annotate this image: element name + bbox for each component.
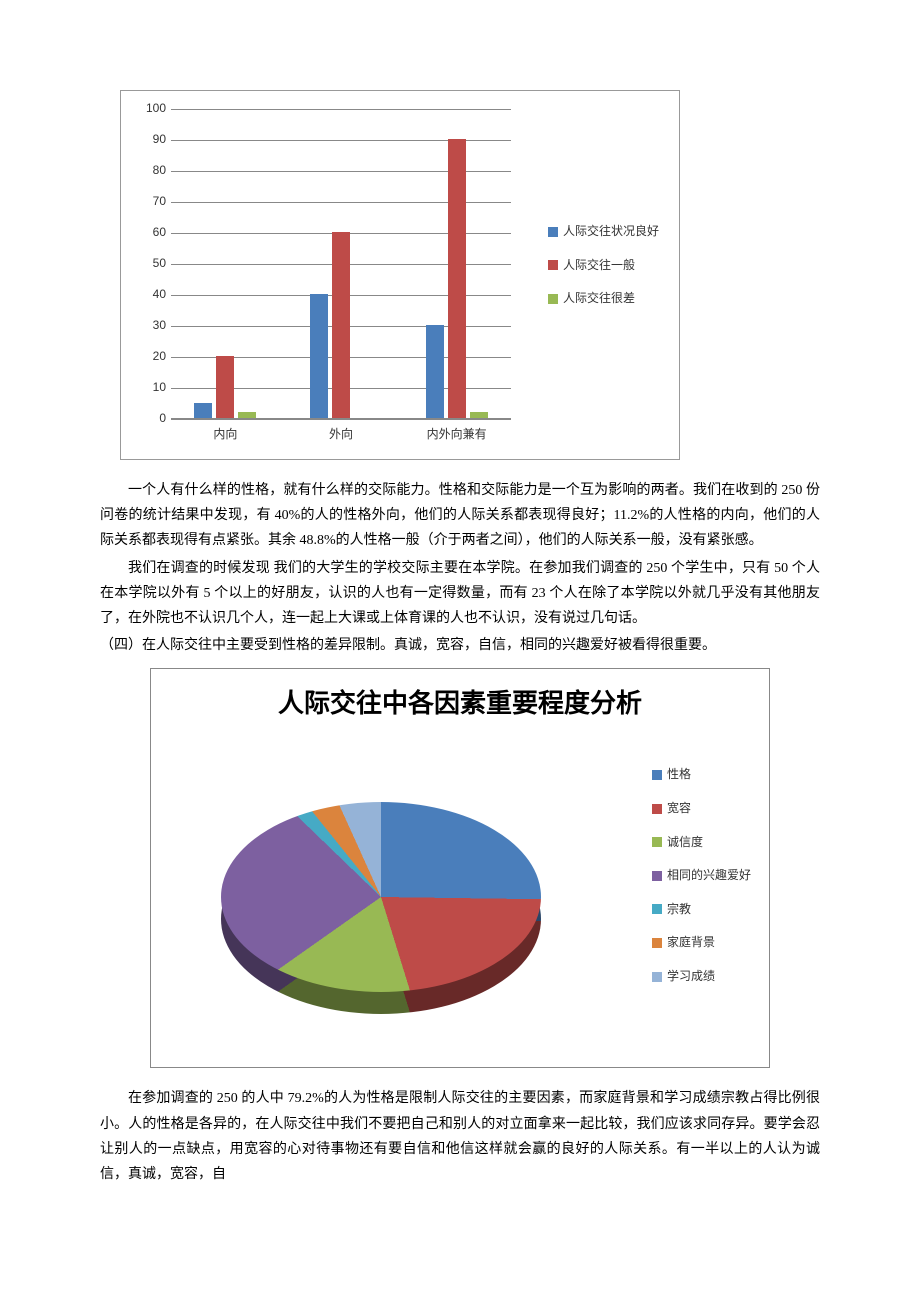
legend-item: 诚信度	[652, 832, 751, 854]
paragraph-2: 我们在调查的时候发现 我们的大学生的学校交际主要在本学院。在参加我们调查的 25…	[100, 556, 820, 632]
bar	[310, 294, 328, 418]
paragraph-1: 一个人有什么样的性格，就有什么样的交际能力。性格和交际能力是一个互为影响的两者。…	[100, 478, 820, 554]
legend-swatch	[548, 260, 558, 270]
legend-label: 人际交往很差	[563, 288, 635, 310]
legend-swatch	[652, 904, 662, 914]
y-axis-tick: 100	[136, 98, 166, 120]
bar-group	[417, 139, 497, 418]
legend-label: 宽容	[667, 798, 691, 820]
y-axis-tick: 20	[136, 346, 166, 368]
pie-chart-legend: 性格宽容诚信度相同的兴趣爱好宗教家庭背景学习成绩	[652, 764, 751, 999]
legend-label: 人际交往一般	[563, 255, 635, 277]
legend-label: 相同的兴趣爱好	[667, 865, 751, 887]
legend-item: 人际交往状况良好	[548, 221, 659, 243]
legend-label: 人际交往状况良好	[563, 221, 659, 243]
pie-chart-title: 人际交往中各因素重要程度分析	[151, 669, 769, 728]
x-axis-label: 内向	[175, 418, 275, 446]
y-axis-tick: 0	[136, 408, 166, 430]
legend-label: 诚信度	[667, 832, 703, 854]
legend-swatch	[652, 938, 662, 948]
bar-chart-container: 0102030405060708090100内向外向内外向兼有 人际交往状况良好…	[120, 90, 680, 460]
legend-swatch	[652, 837, 662, 847]
bar	[426, 325, 444, 418]
legend-item: 家庭背景	[652, 932, 751, 954]
x-axis-label: 外向	[291, 418, 391, 446]
y-axis-tick: 50	[136, 253, 166, 275]
legend-item: 人际交往一般	[548, 255, 659, 277]
y-axis-tick: 30	[136, 315, 166, 337]
bar-group	[301, 232, 381, 418]
bar	[332, 232, 350, 418]
legend-item: 相同的兴趣爱好	[652, 865, 751, 887]
legend-swatch	[652, 871, 662, 881]
bar	[216, 356, 234, 418]
pie-top	[221, 802, 541, 992]
paragraph-4: 在参加调查的 250 的人中 79.2%的人为性格是限制人际交往的主要因素，而家…	[100, 1086, 820, 1187]
bar-group	[185, 356, 265, 418]
legend-swatch	[652, 804, 662, 814]
legend-item: 宽容	[652, 798, 751, 820]
y-axis-tick: 70	[136, 191, 166, 213]
legend-swatch	[652, 972, 662, 982]
legend-item: 宗教	[652, 899, 751, 921]
y-axis-tick: 60	[136, 222, 166, 244]
bar	[194, 403, 212, 419]
y-axis-tick: 90	[136, 129, 166, 151]
y-axis-tick: 10	[136, 377, 166, 399]
legend-swatch	[548, 294, 558, 304]
bar	[448, 139, 466, 418]
bar-chart-legend: 人际交往状况良好人际交往一般人际交往很差	[548, 221, 659, 322]
legend-swatch	[548, 227, 558, 237]
y-axis-tick: 40	[136, 284, 166, 306]
legend-label: 家庭背景	[667, 932, 715, 954]
legend-item: 人际交往很差	[548, 288, 659, 310]
legend-swatch	[652, 770, 662, 780]
paragraph-3: （四）在人际交往中主要受到性格的差异限制。真诚，宽容，自信，相同的兴趣爱好被看得…	[100, 633, 820, 658]
gridline	[171, 109, 511, 110]
y-axis-tick: 80	[136, 160, 166, 182]
legend-label: 学习成绩	[667, 966, 715, 988]
legend-label: 性格	[667, 764, 691, 786]
bar-chart-plot-area: 0102030405060708090100内向外向内外向兼有	[171, 109, 511, 419]
pie-chart-container: 人际交往中各因素重要程度分析 性格宽容诚信度相同的兴趣爱好宗教家庭背景学习成绩	[150, 668, 770, 1068]
legend-label: 宗教	[667, 899, 691, 921]
legend-item: 性格	[652, 764, 751, 786]
legend-item: 学习成绩	[652, 966, 751, 988]
pie-chart-plot-area	[211, 749, 551, 1029]
x-axis-label: 内外向兼有	[407, 418, 507, 446]
